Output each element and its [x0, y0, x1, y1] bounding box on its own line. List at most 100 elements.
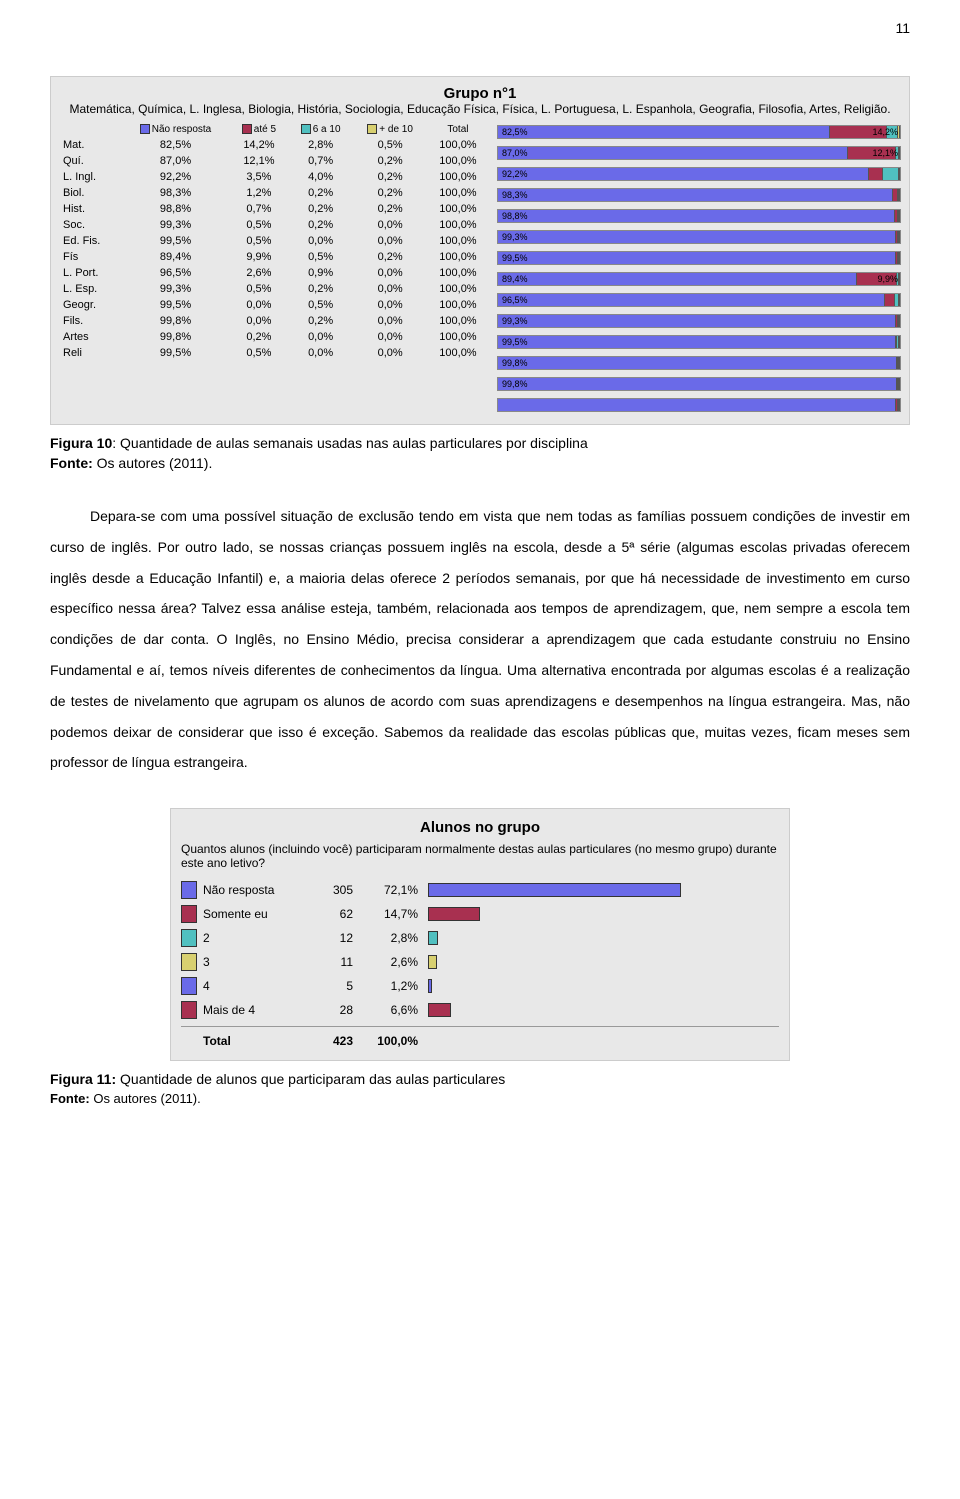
- bar-row: 92,2%: [497, 164, 901, 183]
- row-count: 12: [313, 931, 353, 945]
- legend-color-4: [367, 124, 377, 134]
- row-pct: 72,1%: [363, 883, 418, 897]
- figure2-total-row: Total 423 100,0%: [181, 1026, 779, 1050]
- figure1-bars: 82,5%14,2% 87,0%12,1% 92,2% 98,3% 98,8% 99,3%…: [497, 122, 901, 416]
- figure2-row: Somente eu62 14,7%: [181, 902, 779, 926]
- row-color: [181, 929, 197, 947]
- source-text: Os autores (2011).: [90, 1091, 201, 1106]
- row-color: [181, 905, 197, 923]
- figure2-row: 45 1,2%: [181, 974, 779, 998]
- caption-bold: Figura 10: [50, 435, 112, 451]
- figure2-source: Fonte: Os autores (2011).: [50, 1091, 910, 1106]
- legend-label: até 5: [254, 124, 276, 135]
- legend-label: 6 a 10: [313, 124, 341, 135]
- row-count: 305: [313, 883, 353, 897]
- table-header-row: Não resposta até 5 6 a 10 + de 10 Total: [59, 122, 489, 137]
- row-pct: 1,2%: [363, 979, 418, 993]
- figure2-caption: Figura 11: Quantidade de alunos que part…: [50, 1071, 910, 1087]
- table-row: Mat.82,5%14,2%2,8%0,5%100,0%: [59, 137, 489, 153]
- table-row: L. Port.96,5%2,6%0,9%0,0%100,0%: [59, 265, 489, 281]
- row-label: 2: [203, 931, 313, 945]
- figure2-row: 311 2,6%: [181, 950, 779, 974]
- table-row: L. Esp.99,3%0,5%0,2%0,0%100,0%: [59, 281, 489, 297]
- total-pct: 100,0%: [363, 1034, 418, 1048]
- bar-row: [497, 395, 901, 414]
- row-pct: 14,7%: [363, 907, 418, 921]
- row-label: Somente eu: [203, 907, 313, 921]
- row-count: 28: [313, 1003, 353, 1017]
- row-count: 5: [313, 979, 353, 993]
- bar-row: 99,5%: [497, 248, 901, 267]
- bar-row: 98,3%: [497, 185, 901, 204]
- legend-label: + de 10: [379, 124, 413, 135]
- bar-row: 87,0%12,1%: [497, 143, 901, 162]
- figure1-source: Fonte: Os autores (2011).: [50, 455, 910, 471]
- figure2-container: Alunos no grupo Quantos alunos (incluind…: [170, 808, 790, 1061]
- caption-text: : Quantidade de aulas semanais usadas na…: [112, 435, 588, 451]
- row-color: [181, 881, 197, 899]
- table-row: Hist.98,8%0,7%0,2%0,2%100,0%: [59, 201, 489, 217]
- bar-row: 99,8%: [497, 353, 901, 372]
- bar-row: 82,5%14,2%: [497, 122, 901, 141]
- row-label: 3: [203, 955, 313, 969]
- row-pct: 2,6%: [363, 955, 418, 969]
- source-bold: Fonte:: [50, 455, 93, 471]
- table-row: L. Ingl.92,2%3,5%4,0%0,2%100,0%: [59, 169, 489, 185]
- bar-row: 98,8%: [497, 206, 901, 225]
- bar-row: 99,3%: [497, 311, 901, 330]
- figure1-container: Grupo n°1 Matemática, Química, L. Ingles…: [50, 76, 910, 425]
- figure2-row: 212 2,8%: [181, 926, 779, 950]
- legend-color-3: [301, 124, 311, 134]
- figure2-subtitle: Quantos alunos (incluindo você) particip…: [181, 842, 779, 870]
- table-row: Geogr.99,5%0,0%0,5%0,0%100,0%: [59, 297, 489, 313]
- source-text: Os autores (2011).: [93, 455, 213, 471]
- row-count: 11: [313, 955, 353, 969]
- row-bar: [428, 979, 432, 993]
- figure2-row: Mais de 428 6,6%: [181, 998, 779, 1022]
- caption-bold: Figura 11:: [50, 1071, 116, 1087]
- figure2-title: Alunos no grupo: [181, 819, 779, 836]
- total-label: Total: [203, 1034, 313, 1048]
- row-count: 62: [313, 907, 353, 921]
- row-pct: 2,8%: [363, 931, 418, 945]
- caption-text: Quantidade de alunos que participaram da…: [116, 1071, 505, 1087]
- bar-row: 99,8%: [497, 374, 901, 393]
- legend-color-1: [140, 124, 150, 134]
- body-paragraph: Depara-se com uma possível situação de e…: [50, 501, 910, 778]
- bar-row: 96,5%: [497, 290, 901, 309]
- table-row: Fís89,4%9,9%0,5%0,2%100,0%: [59, 249, 489, 265]
- bar-row: 99,5%: [497, 332, 901, 351]
- table-row: Ed. Fis.99,5%0,5%0,0%0,0%100,0%: [59, 233, 489, 249]
- bar-row: 99,3%: [497, 227, 901, 246]
- figure1-subtitle: Matemática, Química, L. Inglesa, Biologi…: [59, 102, 901, 116]
- table-row: Fils.99,8%0,0%0,2%0,0%100,0%: [59, 313, 489, 329]
- row-pct: 6,6%: [363, 1003, 418, 1017]
- total-count: 423: [313, 1034, 353, 1048]
- figure1-caption: Figura 10: Quantidade de aulas semanais …: [50, 435, 910, 451]
- row-label: Mais de 4: [203, 1003, 313, 1017]
- row-color: [181, 977, 197, 995]
- bar-row: 89,4%9,9%: [497, 269, 901, 288]
- row-bar: [428, 955, 437, 969]
- row-bar: [428, 883, 681, 897]
- page-number: 11: [50, 20, 910, 36]
- row-label: Não resposta: [203, 883, 313, 897]
- legend-label: Não resposta: [152, 124, 211, 135]
- legend-color-2: [242, 124, 252, 134]
- row-bar: [428, 931, 438, 945]
- table-row: Quí.87,0%12,1%0,7%0,2%100,0%: [59, 153, 489, 169]
- row-color: [181, 953, 197, 971]
- row-label: 4: [203, 979, 313, 993]
- legend-total: Total: [427, 122, 489, 137]
- table-row: Reli99,5%0,5%0,0%0,0%100,0%: [59, 345, 489, 361]
- table-row: Artes99,8%0,2%0,0%0,0%100,0%: [59, 329, 489, 345]
- source-bold: Fonte:: [50, 1091, 90, 1106]
- table-row: Biol.98,3%1,2%0,2%0,2%100,0%: [59, 185, 489, 201]
- figure1-table: Não resposta até 5 6 a 10 + de 10 Total …: [59, 122, 489, 416]
- row-bar: [428, 907, 480, 921]
- figure2-row: Não resposta305 72,1%: [181, 878, 779, 902]
- row-bar: [428, 1003, 451, 1017]
- figure1-title: Grupo n°1: [59, 85, 901, 102]
- row-color: [181, 1001, 197, 1019]
- table-row: Soc.99,3%0,5%0,2%0,0%100,0%: [59, 217, 489, 233]
